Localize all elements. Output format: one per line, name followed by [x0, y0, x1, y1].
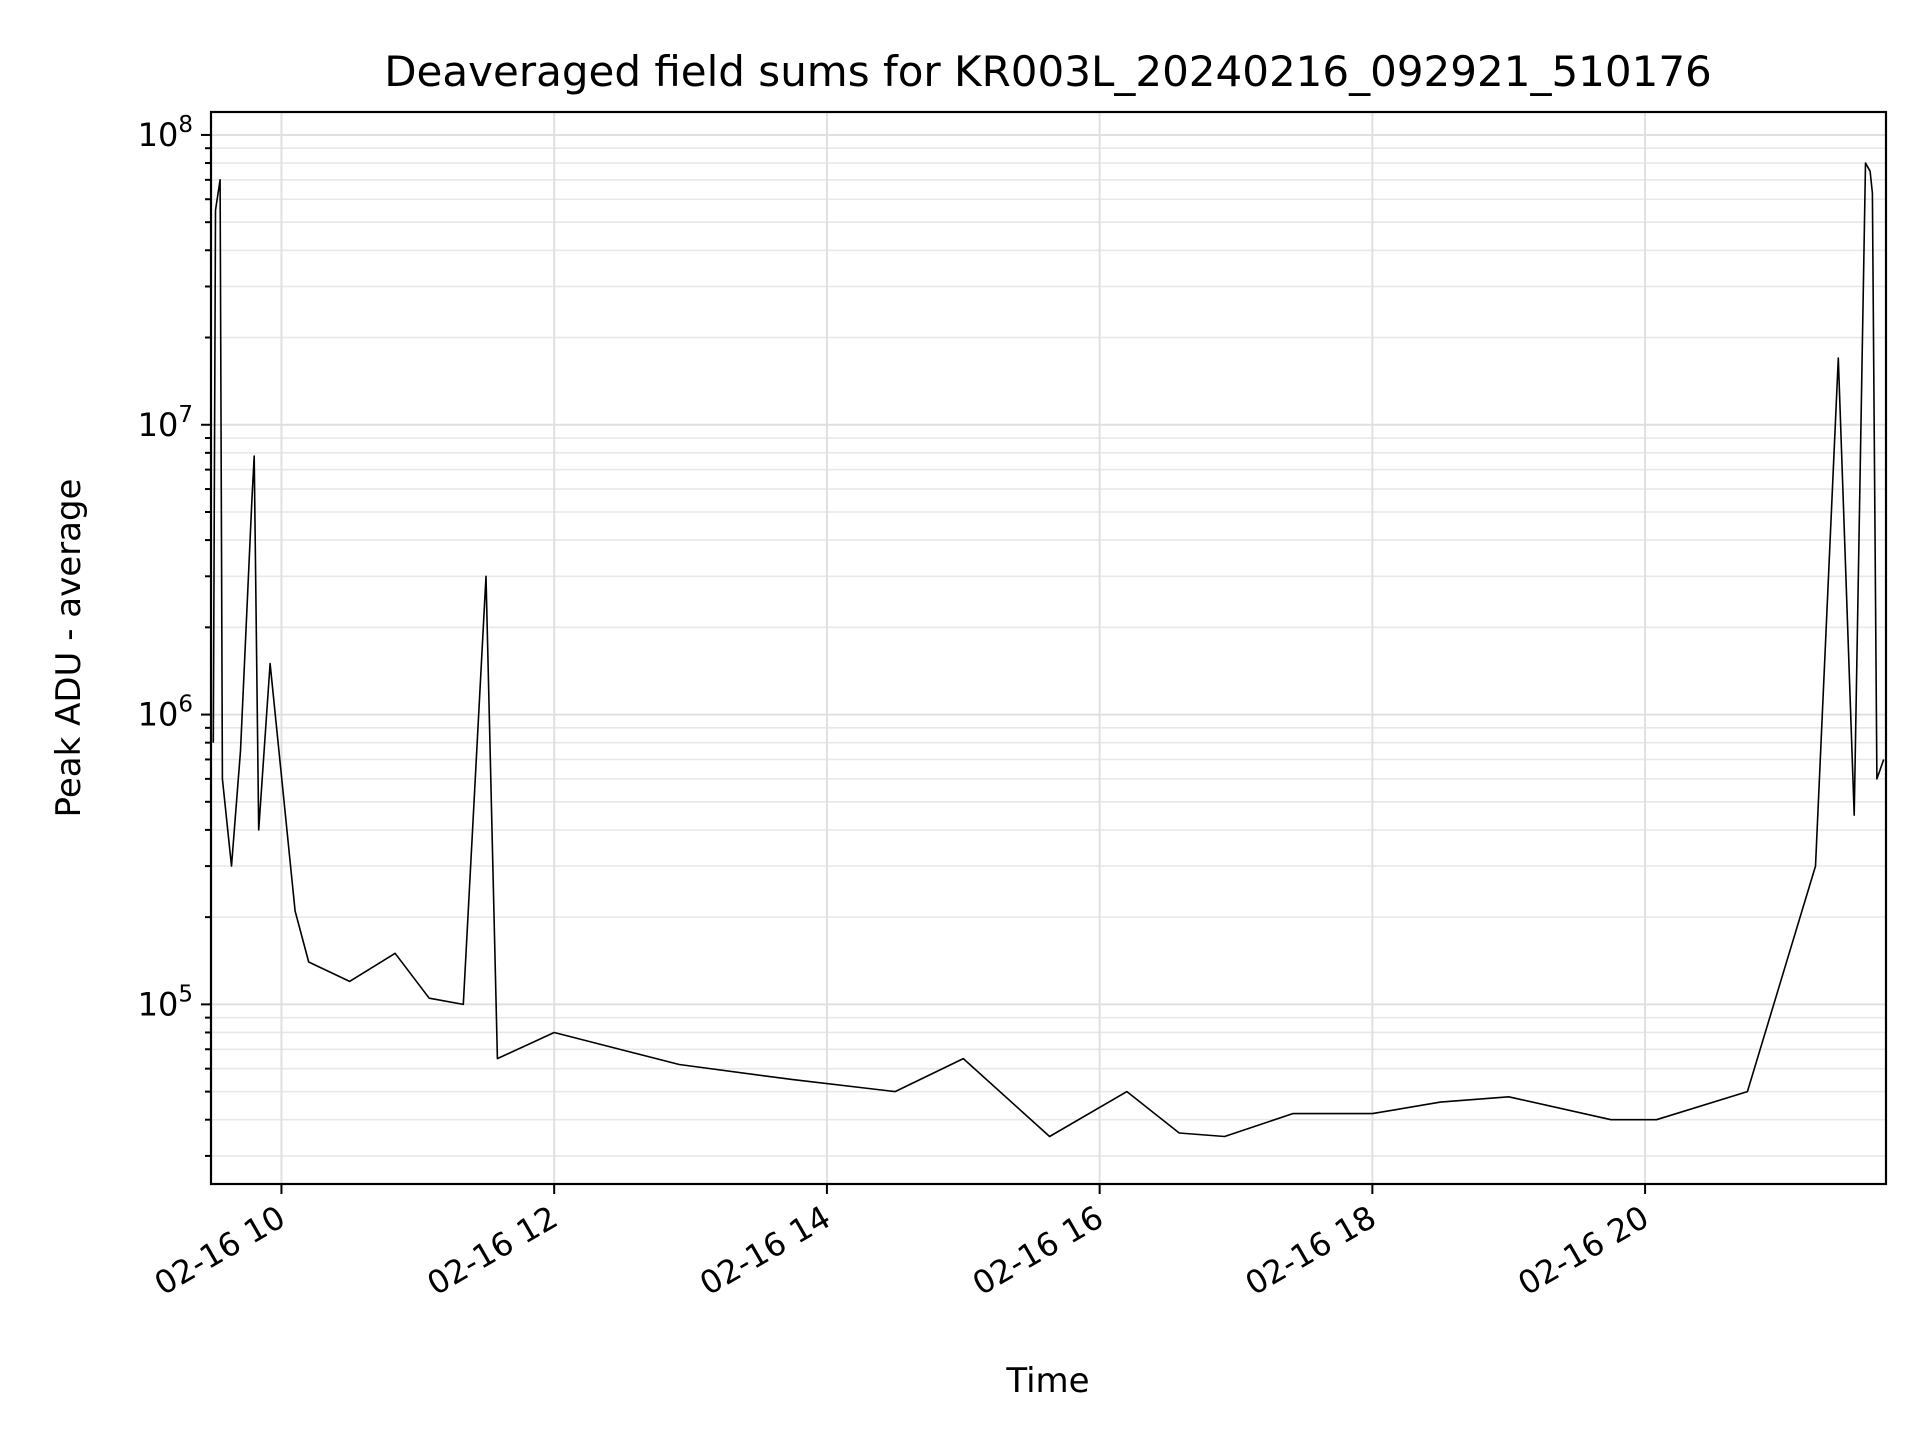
chart-title: Deaveraged field sums for KR003L_2024021…	[384, 47, 1712, 96]
series-line-group	[212, 162, 1885, 1138]
y-tick-label: 108	[138, 112, 193, 154]
plot-frame	[209, 110, 1888, 1186]
grid-lines	[211, 112, 1886, 1184]
y-tick-label: 106	[138, 692, 193, 734]
y-axis: 105 106 107 108	[138, 112, 211, 1157]
series-line	[212, 162, 1885, 1138]
y-axis-label: Peak ADU - average	[49, 479, 89, 818]
x-axis-label: Time	[1005, 1361, 1089, 1401]
y-tick-label: 105	[138, 981, 193, 1023]
y-tick-label: 107	[138, 402, 193, 444]
